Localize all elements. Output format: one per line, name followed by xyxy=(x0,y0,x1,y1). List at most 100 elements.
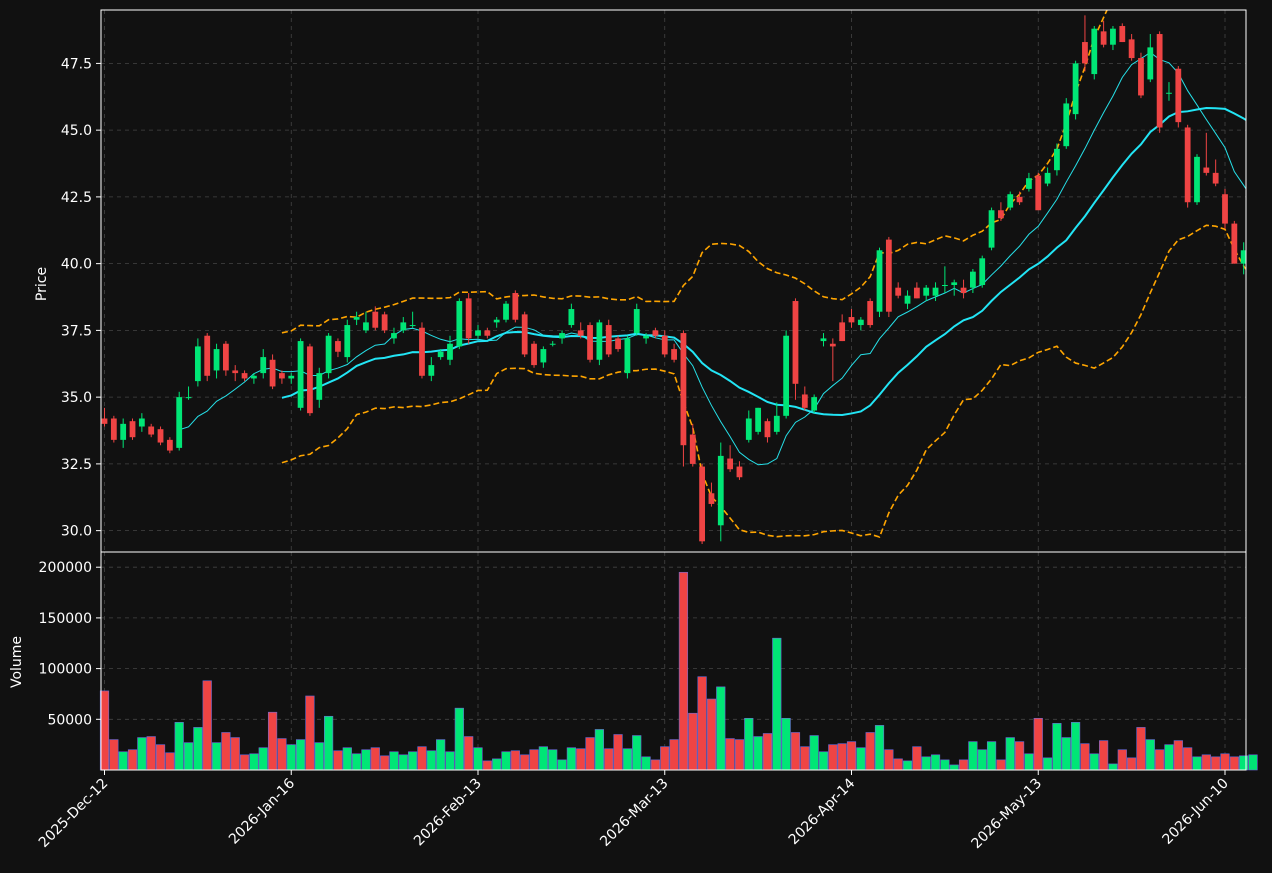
volume-bar xyxy=(202,680,212,771)
candle xyxy=(1100,20,1107,48)
volume-bar xyxy=(1173,740,1183,771)
candle-body xyxy=(689,434,696,464)
volume-bar xyxy=(324,715,334,771)
volume-bar xyxy=(249,753,259,771)
volume-bar xyxy=(1099,740,1109,771)
candle xyxy=(549,341,556,347)
candle-body xyxy=(652,330,659,336)
candle xyxy=(801,386,808,411)
candle xyxy=(587,322,593,363)
candle xyxy=(213,343,220,379)
volume-bar xyxy=(1052,723,1062,771)
candle xyxy=(391,327,397,344)
candle xyxy=(913,282,920,299)
candle xyxy=(1231,220,1238,264)
candle xyxy=(624,335,631,379)
candle xyxy=(353,311,360,326)
candle-body xyxy=(998,210,1004,219)
candle-body xyxy=(587,325,593,360)
candle-body xyxy=(101,418,108,424)
candle xyxy=(969,268,976,294)
candle xyxy=(419,322,425,379)
candle-body xyxy=(745,418,752,440)
volume-bar xyxy=(1211,756,1221,771)
candle-body xyxy=(1110,28,1116,45)
candle-body xyxy=(166,439,173,451)
candle-body xyxy=(577,330,584,336)
candle-body xyxy=(232,370,239,374)
candle xyxy=(727,445,734,472)
candle-body xyxy=(465,298,472,339)
candle-body xyxy=(867,301,874,326)
price-panel-background xyxy=(101,10,1246,552)
volume-bar xyxy=(1117,749,1127,771)
volume-bar xyxy=(1145,739,1155,771)
volume-bar xyxy=(949,764,959,771)
volume-bar xyxy=(193,727,203,771)
volume-bar xyxy=(548,749,558,771)
candle xyxy=(194,338,201,387)
volume-bar xyxy=(1155,749,1165,771)
candle-body xyxy=(1156,34,1163,128)
candle-body xyxy=(279,373,285,379)
candle-body xyxy=(969,271,976,288)
candle xyxy=(279,370,285,384)
candle xyxy=(820,333,827,347)
candle xyxy=(1147,34,1154,83)
volume-bar xyxy=(828,744,838,771)
candle-body xyxy=(1138,58,1144,96)
candle-body xyxy=(1035,175,1042,211)
candle xyxy=(811,394,818,414)
volume-bar xyxy=(1080,743,1090,771)
candle-body xyxy=(1128,39,1135,59)
candle-body xyxy=(1016,196,1023,203)
candle-body xyxy=(1072,63,1079,115)
candle-body xyxy=(540,349,547,363)
candle xyxy=(241,370,248,382)
candle-body xyxy=(951,282,958,286)
volume-bar xyxy=(893,758,903,771)
candle-body xyxy=(288,375,295,379)
candle xyxy=(157,426,164,446)
candle-body xyxy=(185,397,192,399)
volume-bar xyxy=(295,739,306,771)
candle-body xyxy=(260,357,267,374)
candle-body xyxy=(932,287,939,296)
volume-bar xyxy=(426,750,436,771)
candle xyxy=(260,349,267,379)
candle xyxy=(1212,159,1219,187)
volume-bar xyxy=(837,743,847,771)
candle xyxy=(129,418,136,440)
candle-body xyxy=(783,335,790,416)
volume-bar xyxy=(622,748,632,771)
candle xyxy=(689,423,696,467)
volume-bar xyxy=(986,741,997,771)
volume-bar xyxy=(669,739,679,771)
candle xyxy=(652,327,659,339)
volume-bar xyxy=(155,744,166,771)
candle xyxy=(1026,172,1032,192)
volume-bar xyxy=(538,746,548,771)
candle-body xyxy=(391,333,397,339)
candle-body xyxy=(1203,167,1210,173)
candle xyxy=(568,303,575,328)
candle-body xyxy=(307,346,313,414)
candle-body xyxy=(727,458,734,470)
candle-body xyxy=(568,309,575,326)
candle-body xyxy=(531,343,537,366)
volume-bar xyxy=(781,717,791,771)
volume-bar xyxy=(968,741,978,771)
candle-body xyxy=(624,338,631,374)
candle xyxy=(222,341,229,376)
volume-bars xyxy=(99,571,1258,771)
volume-bar xyxy=(958,759,969,771)
candle-body xyxy=(1119,26,1126,43)
candle-body xyxy=(876,250,883,312)
volume-bar xyxy=(762,733,773,771)
candle-body xyxy=(633,309,640,334)
candle xyxy=(1166,82,1172,101)
candle-body xyxy=(988,210,995,248)
candle xyxy=(400,317,407,334)
volume-bar xyxy=(333,750,343,771)
